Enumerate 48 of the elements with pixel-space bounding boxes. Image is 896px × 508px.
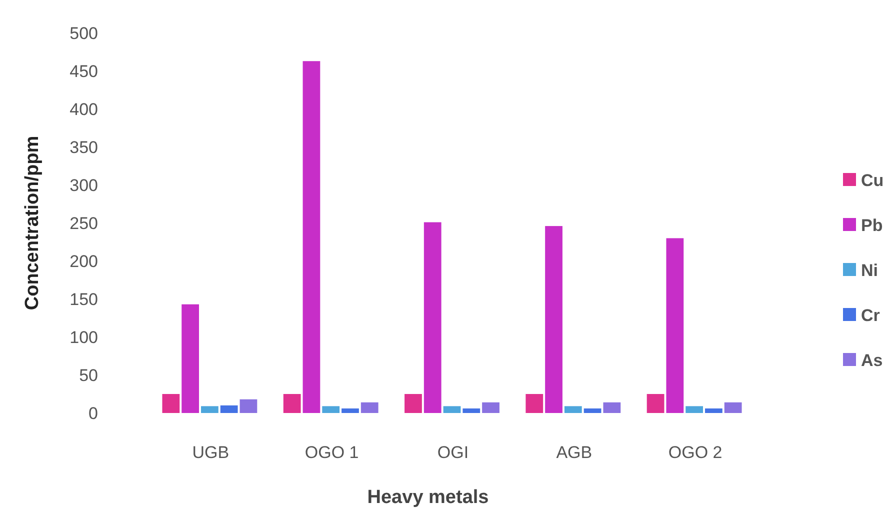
bar <box>603 402 621 413</box>
bar <box>302 61 320 413</box>
x-tick-label: AGB <box>556 443 592 462</box>
legend-label: As <box>861 350 883 370</box>
y-tick-label: 50 <box>79 366 98 385</box>
legend-label: Cu <box>861 170 884 190</box>
bar <box>584 408 602 413</box>
bar <box>646 394 664 413</box>
bar <box>220 405 238 413</box>
bar <box>526 394 544 413</box>
bar <box>705 408 722 413</box>
x-tick-label: OGO 2 <box>668 443 722 462</box>
bar <box>666 238 684 413</box>
y-tick-label: 100 <box>70 328 98 347</box>
bar <box>443 406 461 413</box>
bar <box>201 406 218 413</box>
bar <box>424 222 442 413</box>
y-tick-label: 450 <box>70 62 98 81</box>
x-axis-title: Heavy metals <box>367 487 489 508</box>
bar <box>564 406 582 413</box>
y-axis-title: Concentration/ppm <box>22 136 43 310</box>
y-tick-label: 400 <box>70 100 98 119</box>
legend-label: Pb <box>861 216 883 235</box>
y-tick-label: 300 <box>70 176 98 195</box>
legend-label: Cr <box>861 306 880 325</box>
bar <box>240 399 258 413</box>
x-tick-label: UGB <box>192 443 230 462</box>
y-tick-label: 200 <box>70 252 98 271</box>
bar <box>724 402 742 413</box>
bar <box>182 304 199 413</box>
x-tick-label: OGI <box>437 443 469 462</box>
bar <box>545 226 562 413</box>
y-tick-label: 150 <box>70 290 98 309</box>
x-tick-label: OGO 1 <box>304 443 359 462</box>
bar <box>462 408 480 413</box>
y-tick-label: 0 <box>88 404 98 423</box>
bar <box>686 406 703 413</box>
bar <box>283 394 301 413</box>
y-tick-label: 250 <box>70 214 98 233</box>
bar <box>482 402 500 413</box>
bar <box>162 394 180 413</box>
y-tick-label: 350 <box>70 138 98 157</box>
legend-label: Ni <box>861 260 878 280</box>
bar <box>360 402 378 413</box>
y-tick-label: 500 <box>70 24 98 43</box>
bar <box>342 408 359 413</box>
bar <box>322 406 340 413</box>
bar <box>404 394 422 413</box>
